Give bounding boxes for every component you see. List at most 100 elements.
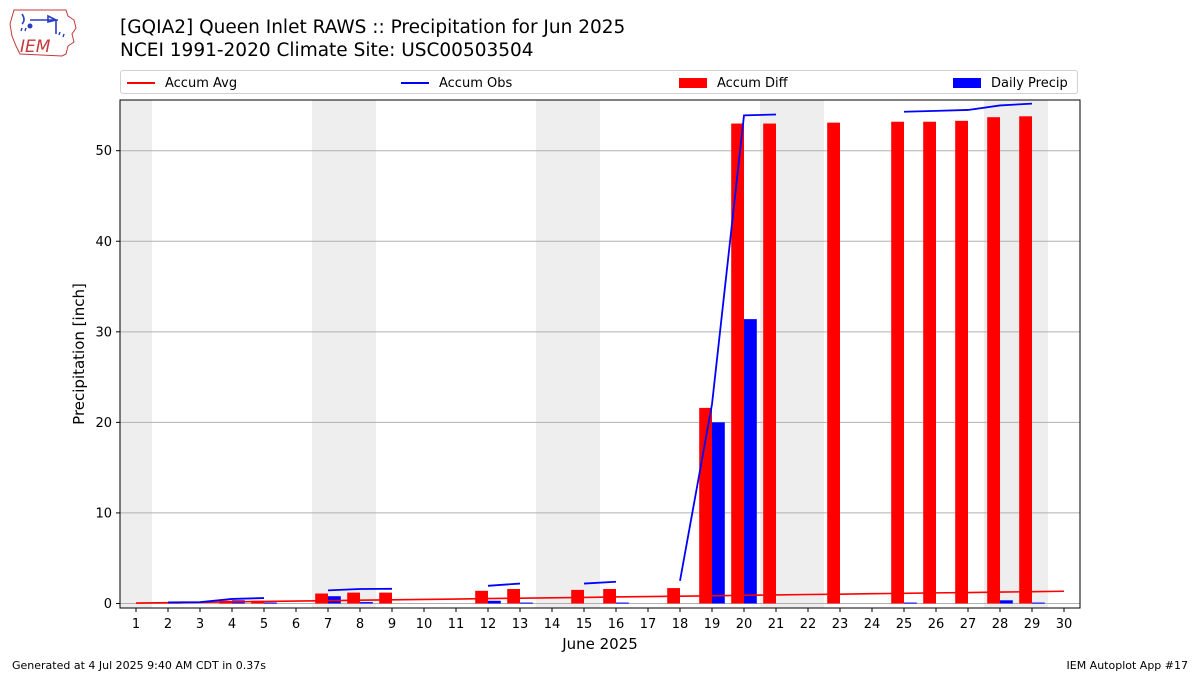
- y-tick-label: 10: [95, 506, 112, 521]
- x-tick-label: 22: [800, 617, 817, 632]
- rain-icon: [20, 27, 65, 38]
- accum-diff-bar: [891, 121, 904, 604]
- accum-obs-segment: [583, 580, 617, 585]
- accum-diff-bar: [987, 117, 1000, 604]
- accum-diff-bar: [315, 593, 328, 604]
- y-axis-ticks: 0 10 20 30 40 50: [95, 144, 120, 612]
- x-tick-label: 27: [960, 617, 977, 632]
- y-tick-label: 30: [95, 325, 112, 340]
- iem-logo: IEM: [9, 9, 77, 57]
- iowa-outline-icon: [9, 9, 77, 57]
- chart-subtitle: NCEI 1991-2020 Climate Site: USC00503504: [120, 40, 534, 61]
- daily-precip-bar: [616, 602, 629, 604]
- x-tick-label: 25: [896, 617, 913, 632]
- app-credit: IEM Autoplot App #17: [1066, 659, 1189, 672]
- accum-diff-bar: [827, 122, 840, 604]
- y-tick-label: 0: [104, 597, 112, 612]
- daily-precip-bar: [712, 422, 725, 604]
- x-tick-label: 26: [928, 617, 945, 632]
- accum-obs-segment: [679, 113, 777, 581]
- accum-obs-segment: [167, 597, 265, 604]
- x-tick-label: 15: [576, 617, 593, 632]
- chart-legend: Accum Avg Accum Obs Accum Diff Daily Pre…: [120, 70, 1078, 94]
- daily-precip-bar: [1032, 602, 1045, 604]
- legend-label: Accum Diff: [717, 75, 788, 91]
- x-tick-label: 29: [1024, 617, 1041, 632]
- x-tick-label: 6: [292, 617, 300, 632]
- x-axis-label: June 2025: [561, 635, 638, 653]
- x-tick-label: 12: [480, 617, 497, 632]
- x-tick-label: 17: [640, 617, 657, 632]
- x-tick-label: 1: [132, 617, 140, 632]
- x-tick-label: 24: [864, 617, 881, 632]
- y-tick-label: 20: [95, 416, 112, 431]
- y-tick-label: 50: [95, 144, 112, 159]
- x-tick-label: 4: [228, 617, 236, 632]
- x-tick-label: 7: [324, 617, 332, 632]
- accum-diff-bar: [763, 123, 776, 604]
- accum-diff-bar: [603, 588, 616, 604]
- x-tick-label: 20: [736, 617, 753, 632]
- legend-swatch-daily-precip: [953, 78, 981, 88]
- legend-swatch-accum-obs: [401, 82, 429, 84]
- x-tick-label: 28: [992, 617, 1009, 632]
- wind-icon: [21, 13, 59, 34]
- legend-item-daily-precip: Daily Precip: [953, 74, 1068, 92]
- legend-swatch-accum-diff: [679, 78, 707, 88]
- x-tick-label: 19: [704, 617, 721, 632]
- y-axis-label: Precipitation [inch]: [70, 283, 88, 425]
- accum-diff-bars: [219, 116, 1032, 604]
- daily-precip-bar: [360, 602, 373, 604]
- accum-obs-segment: [903, 102, 1033, 113]
- daily-precip-bar: [520, 602, 533, 604]
- legend-item-accum-diff: Accum Diff: [679, 74, 788, 92]
- legend-item-accum-obs: Accum Obs: [401, 74, 512, 92]
- x-tick-label: 30: [1056, 617, 1073, 632]
- x-tick-label: 10: [416, 617, 433, 632]
- daily-precip-bars: [168, 319, 1045, 604]
- legend-label: Accum Avg: [165, 75, 238, 91]
- x-axis-ticks: 1 2 3 4 5 6 7 8 9 10 11 12 13 14 15 16 17 18 19 20 21 22 23 24 2…: [132, 608, 1072, 632]
- x-tick-label: 18: [672, 617, 689, 632]
- chart-title: [GQIA2] Queen Inlet RAWS :: Precipitatio…: [120, 17, 626, 38]
- x-tick-label: 16: [608, 617, 625, 632]
- accum-diff-bar: [731, 123, 744, 604]
- accum-obs-segment: [487, 582, 521, 587]
- x-tick-label: 5: [260, 617, 268, 632]
- x-tick-label: 3: [196, 617, 204, 632]
- accum-diff-bar: [1019, 116, 1032, 604]
- x-tick-label: 14: [544, 617, 561, 632]
- accum-diff-bar: [379, 592, 392, 604]
- daily-precip-bar: [488, 600, 501, 604]
- accum-diff-bar: [475, 590, 488, 604]
- x-tick-label: 11: [448, 617, 465, 632]
- x-tick-label: 21: [768, 617, 785, 632]
- gauge-icon: [27, 23, 33, 29]
- daily-precip-bar: [744, 319, 757, 604]
- legend-label: Daily Precip: [991, 75, 1068, 91]
- accum-diff-bar: [507, 588, 520, 604]
- logo-text: IEM: [20, 37, 51, 57]
- generated-timestamp: Generated at 4 Jul 2025 9:40 AM CDT in 0…: [12, 659, 266, 672]
- daily-precip-bar: [904, 602, 917, 604]
- daily-precip-bar: [264, 602, 277, 604]
- x-tick-label: 2: [164, 617, 172, 632]
- x-tick-label: 23: [832, 617, 849, 632]
- accum-avg-series: [135, 590, 1065, 604]
- legend-swatch-accum-avg: [127, 82, 155, 84]
- y-tick-label: 40: [95, 235, 112, 250]
- x-tick-label: 8: [356, 617, 364, 632]
- x-tick-label: 9: [388, 617, 396, 632]
- legend-item-accum-avg: Accum Avg: [127, 74, 237, 92]
- accum-diff-bar: [955, 120, 968, 604]
- weekend-shade: [120, 100, 152, 608]
- x-tick-label: 13: [512, 617, 529, 632]
- accum-obs-lines: [167, 102, 1033, 604]
- daily-precip-bar: [1000, 600, 1013, 604]
- accum-obs-segment: [327, 587, 393, 592]
- weekend-shading: [120, 100, 1048, 608]
- plot-frame: [119, 99, 1081, 609]
- weekend-shade: [536, 100, 600, 608]
- accum-diff-bar: [347, 592, 360, 604]
